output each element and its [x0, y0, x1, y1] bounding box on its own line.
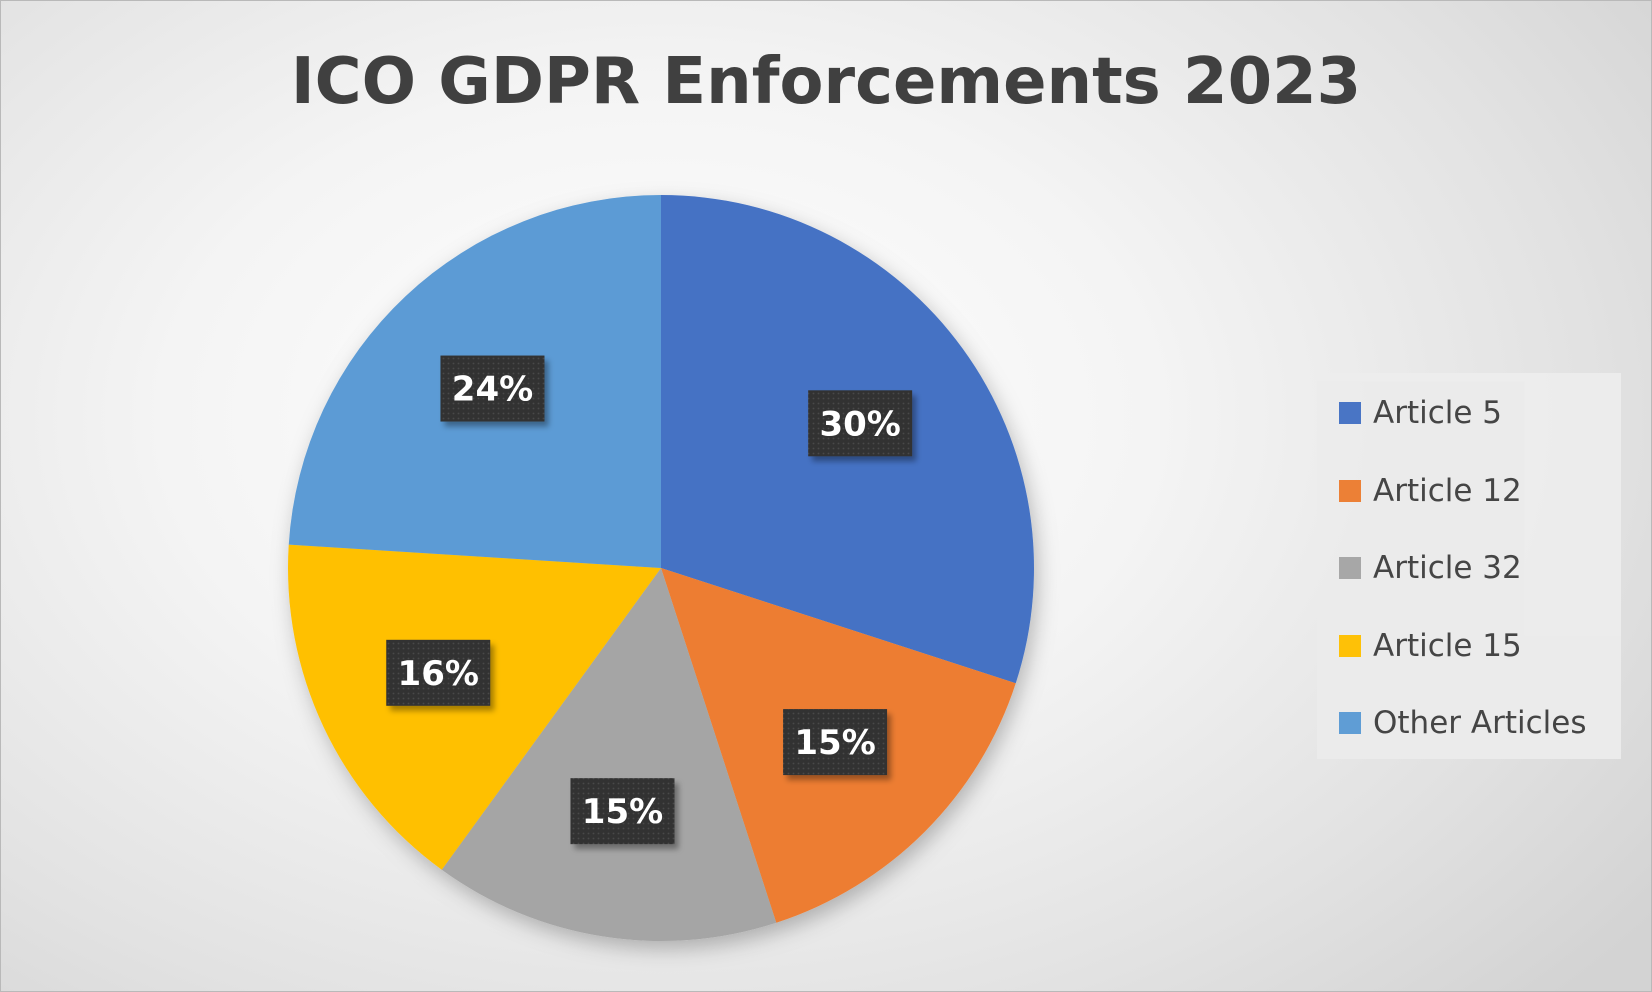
data-label-box: [386, 639, 491, 706]
legend-label: Article 32: [1373, 550, 1522, 586]
legend-swatch: [1339, 557, 1361, 579]
data-label-box: [570, 778, 675, 845]
pie-slice-article-15: [288, 544, 661, 870]
data-label-article-5: 30%: [808, 390, 913, 457]
data-label-box: [808, 390, 913, 457]
legend-swatch: [1339, 402, 1361, 424]
data-label-text: 30%: [819, 404, 900, 444]
legend-label: Other Articles: [1373, 705, 1587, 741]
legend-item-article-15: Article 15: [1339, 626, 1522, 666]
legend: Article 5 Article 12 Article 32 Article 15 O…: [1317, 373, 1621, 759]
data-label-text: 24%: [452, 370, 533, 410]
data-label-text: 15%: [582, 792, 663, 832]
legend-item-other-articles: Other Articles: [1339, 703, 1586, 743]
pie-slice-article-32: [441, 568, 777, 941]
data-label-box: [783, 709, 888, 776]
legend-swatch: [1339, 634, 1361, 657]
legend-label: Article 12: [1373, 472, 1522, 509]
data-label-article-32: 15%: [570, 778, 675, 845]
data-label-article-15: 16%: [386, 639, 491, 706]
legend-item-article-12: Article 12: [1339, 471, 1522, 511]
legend-item-article-32: Article 32: [1339, 548, 1522, 588]
legend-label: Article 15: [1373, 627, 1522, 664]
legend-item-article-5: Article 5: [1339, 393, 1502, 433]
legend-label: Article 5: [1373, 395, 1503, 431]
data-label-article-12: 15%: [783, 709, 888, 776]
legend-swatch: [1339, 479, 1361, 502]
chart-title: ICO GDPR Enforcements 2023: [290, 45, 1362, 119]
legend-swatch: [1339, 712, 1361, 734]
data-label-text: 16%: [398, 654, 479, 694]
data-label-box: [440, 355, 545, 422]
data-label-text: 15%: [794, 723, 875, 763]
data-label-other-articles: 24%: [440, 355, 545, 422]
